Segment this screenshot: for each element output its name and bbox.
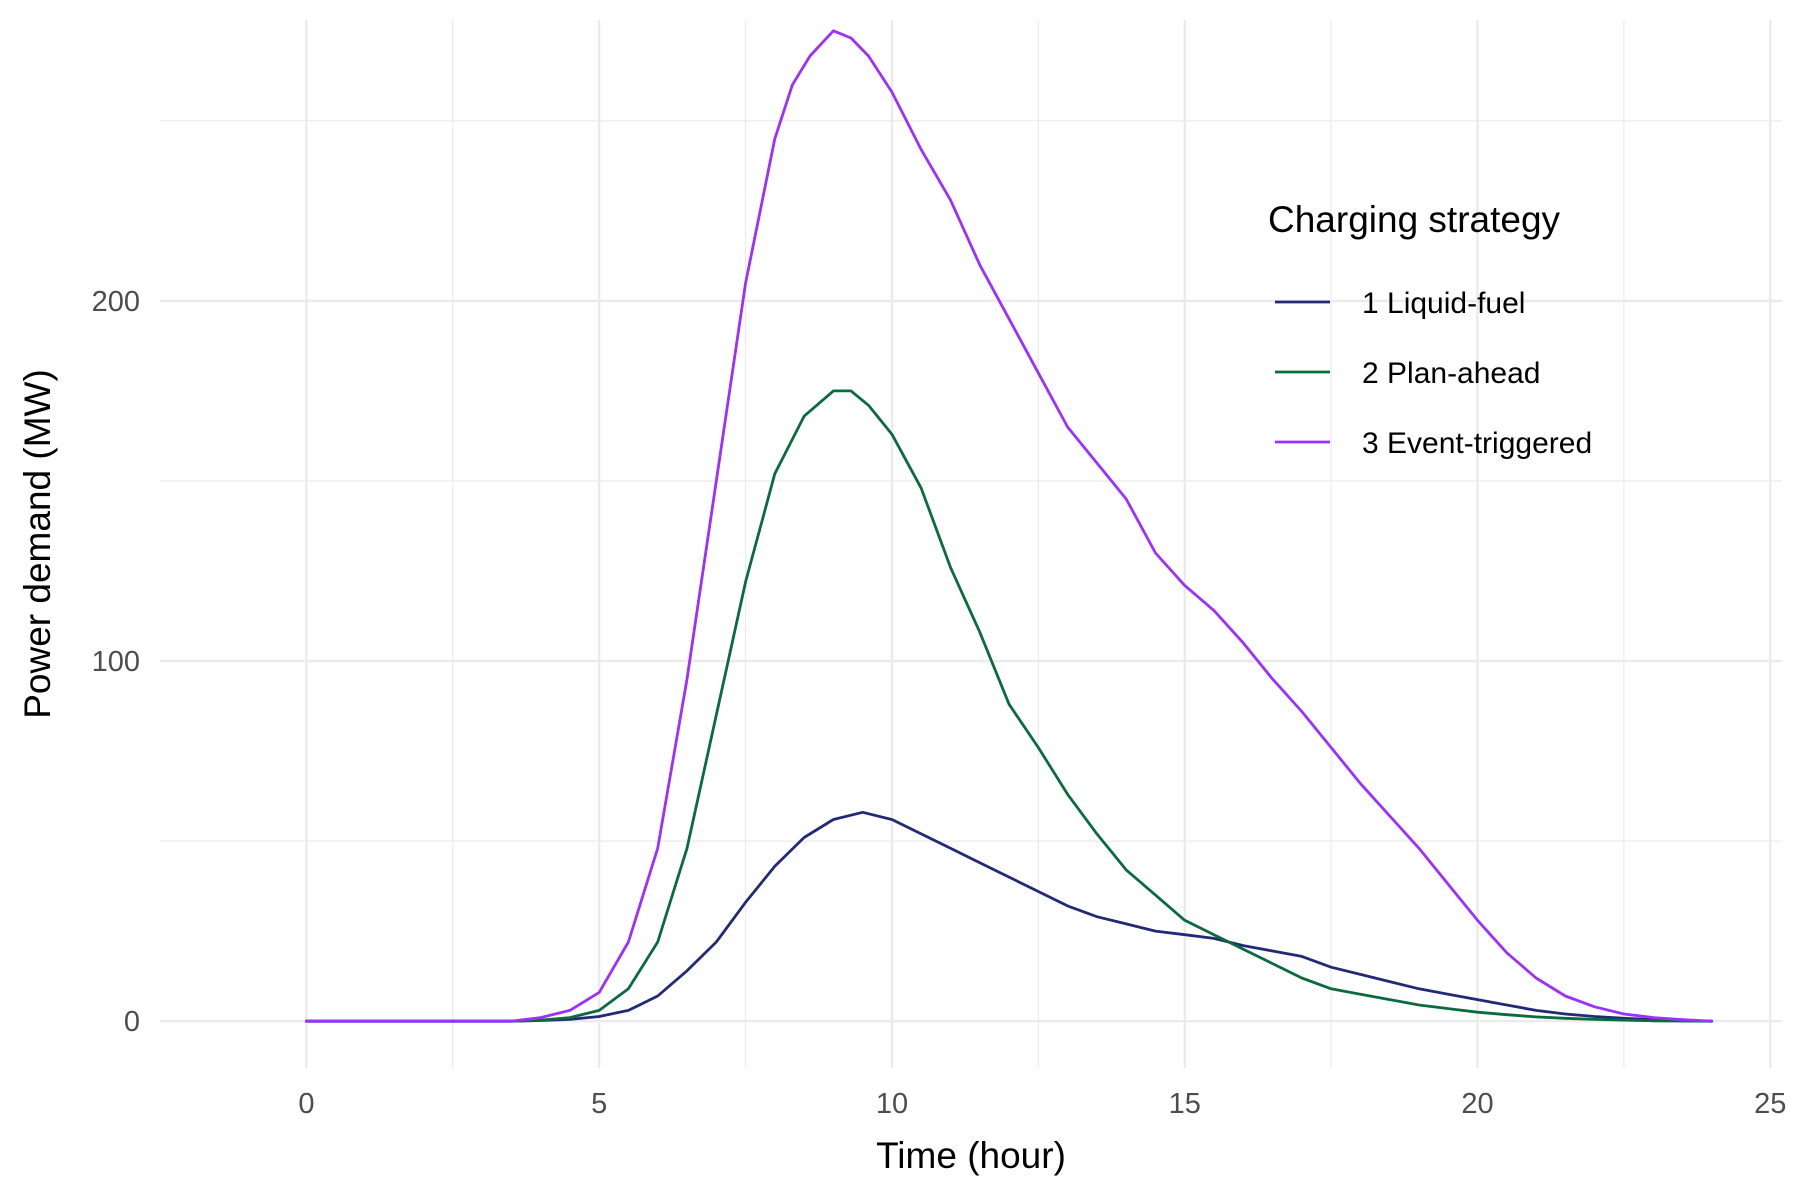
series-lines xyxy=(305,29,1714,1023)
grid xyxy=(160,20,1782,1068)
legend-label-2: 2 Plan-ahead xyxy=(1362,357,1540,390)
legend: Charging strategy 1 Liquid-fuel 2 Plan-ah… xyxy=(1268,199,1592,460)
x-tick-label: 10 xyxy=(876,1088,908,1120)
x-tick-label: 0 xyxy=(298,1088,314,1120)
y-tick-label: 200 xyxy=(92,286,140,318)
x-tick-label: 15 xyxy=(1169,1088,1201,1120)
legend-items: 1 Liquid-fuel 2 Plan-ahead 3 Event-trigger… xyxy=(1275,287,1592,460)
y-axis-title: Power demand (MW) xyxy=(17,369,58,719)
x-axis-title: Time (hour) xyxy=(876,1135,1066,1176)
y-tick-label: 0 xyxy=(124,1006,140,1038)
legend-label-1: 1 Liquid-fuel xyxy=(1362,287,1525,320)
y-tick-label: 100 xyxy=(92,646,140,678)
tick-labels: 0 5 10 15 20 25 0 100 200 xyxy=(92,286,1787,1120)
x-tick-label: 25 xyxy=(1754,1088,1786,1120)
legend-title: Charging strategy xyxy=(1268,199,1561,240)
x-tick-label: 20 xyxy=(1461,1088,1493,1120)
series-line-1 xyxy=(305,810,1714,1023)
legend-label-3: 3 Event-triggered xyxy=(1362,427,1592,460)
x-tick-label: 5 xyxy=(591,1088,607,1120)
series-line-3 xyxy=(305,29,1714,1023)
series-line-2 xyxy=(305,389,1714,1023)
